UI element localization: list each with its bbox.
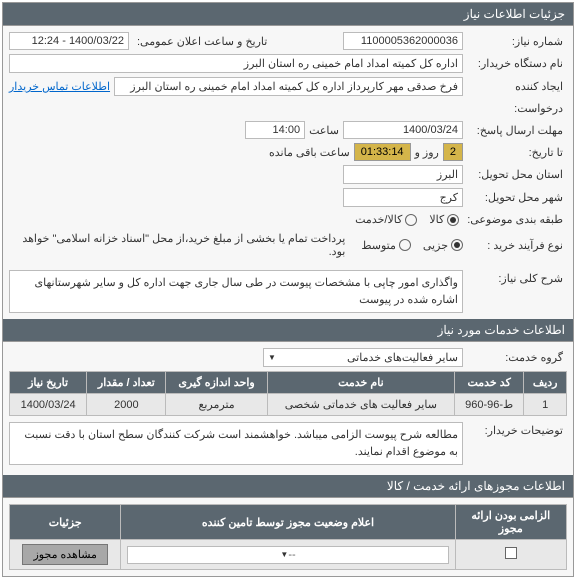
table-row[interactable]: 1 ط-96-960 سایر فعالیت های خدماتی شخصی م… xyxy=(10,394,567,416)
province-label: استان محل تحویل: xyxy=(467,166,567,183)
td-row: 1 xyxy=(524,394,567,416)
request-label: درخواست: xyxy=(467,100,567,117)
th-name: نام خدمت xyxy=(267,372,454,394)
category-label: طبقه بندی موضوعی: xyxy=(463,211,567,228)
license-required-checkbox[interactable] xyxy=(505,547,517,559)
radio-small-label: جزیی xyxy=(423,239,448,252)
buy-note: پرداخت تمام یا بخشی از مبلغ خرید،از محل … xyxy=(9,232,345,258)
th-date: تاریخ نیاز xyxy=(10,372,87,394)
need-no-value: 1100005362000036 xyxy=(343,32,463,50)
radio-small[interactable] xyxy=(451,239,463,251)
announce-label: تاریخ و ساعت اعلان عمومی: xyxy=(133,33,271,50)
remaining-time: 01:33:14 xyxy=(354,143,411,161)
service-group-value: سایر فعالیت‌های خدماتی xyxy=(347,351,458,364)
need-no-label: شماره نیاز: xyxy=(467,33,567,50)
chevron-down-icon: ▼ xyxy=(280,550,288,559)
lic-th1: الزامی بودن ارائه مجوز xyxy=(455,505,566,540)
th-qty: تعداد / مقدار xyxy=(87,372,166,394)
deadline-label: مهلت ارسال پاسخ: xyxy=(467,122,567,139)
deadline-time: 14:00 xyxy=(245,121,305,139)
service-group-label: گروه خدمت: xyxy=(467,349,567,366)
th-unit: واحد اندازه گیری xyxy=(166,372,267,394)
radio-goods-label: کالا xyxy=(429,213,444,226)
buyer-org-label: نام دستگاه خریدار: xyxy=(467,55,567,72)
lic-th2: اعلام وضعیت مجوز توسط تامین کننده xyxy=(121,505,455,540)
buyer-notes-text: مطالعه شرح پیوست الزامی میباشد. خواهشمند… xyxy=(9,422,463,465)
license-row: -- ▼ مشاهده مجوز xyxy=(10,540,567,570)
buyer-notes-label: توضیحات خریدار: xyxy=(467,422,567,439)
lic-th3: جزئیات xyxy=(10,505,121,540)
desc-text: واگذاری امور چاپی با مشخصات پیوست در طی … xyxy=(9,270,463,313)
buyer-info-link[interactable]: اطلاعات تماس خریدار xyxy=(9,80,110,93)
td-date: 1400/03/24 xyxy=(10,394,87,416)
radio-medium[interactable] xyxy=(399,239,411,251)
service-group-select[interactable]: سایر فعالیت‌های خدماتی ▼ xyxy=(263,348,463,367)
city-label: شهر محل تحویل: xyxy=(467,189,567,206)
license-status-select[interactable]: -- ▼ xyxy=(127,546,448,564)
view-license-button[interactable]: مشاهده مجوز xyxy=(22,544,107,565)
province-value: البرز xyxy=(343,165,463,184)
creator-label: ایجاد کننده xyxy=(467,78,567,95)
license-status-value: -- xyxy=(288,549,295,561)
td-name: سایر فعالیت های خدماتی شخصی xyxy=(267,394,454,416)
desc-label: شرح کلی نیاز: xyxy=(467,270,567,287)
city-value: کرج xyxy=(343,188,463,207)
th-code: کد خدمت xyxy=(454,372,523,394)
creator-value: فرخ صدقی مهر کارپرداز اداره کل کمیته امد… xyxy=(114,77,463,96)
chevron-down-icon: ▼ xyxy=(268,353,276,362)
license-header: اطلاعات مجوزهای ارائه خدمت / کالا xyxy=(3,475,573,498)
radio-goods[interactable] xyxy=(447,214,459,226)
until-label: تا تاریخ: xyxy=(467,144,567,161)
th-row: ردیف xyxy=(524,372,567,394)
td-unit: مترمربع xyxy=(166,394,267,416)
deadline-date: 1400/03/24 xyxy=(343,121,463,139)
buyer-org-value: اداره کل کمیته امداد امام خمینی ره استان… xyxy=(9,54,463,73)
td-qty: 2000 xyxy=(87,394,166,416)
td-code: ط-96-960 xyxy=(454,394,523,416)
radio-medium-label: متوسط xyxy=(361,239,396,252)
services-header: اطلاعات خدمات مورد نیاز xyxy=(3,319,573,342)
days-and-label: روز و xyxy=(415,146,439,159)
announce-value: 1400/03/22 - 12:24 xyxy=(9,32,129,50)
license-table: الزامی بودن ارائه مجوز اعلام وضعیت مجوز … xyxy=(9,504,567,570)
main-header: جزئیات اطلاعات نیاز xyxy=(3,3,573,26)
buy-type-label: نوع فرآیند خرید : xyxy=(467,237,567,254)
radio-goods-service[interactable] xyxy=(405,214,417,226)
time-label: ساعت xyxy=(309,124,339,137)
remaining-days: 2 xyxy=(443,143,463,161)
radio-goods-service-label: کالا/خدمت xyxy=(355,213,402,226)
services-table: ردیف کد خدمت نام خدمت واحد اندازه گیری ت… xyxy=(9,371,567,416)
remaining-label: ساعت باقی مانده xyxy=(269,146,350,159)
